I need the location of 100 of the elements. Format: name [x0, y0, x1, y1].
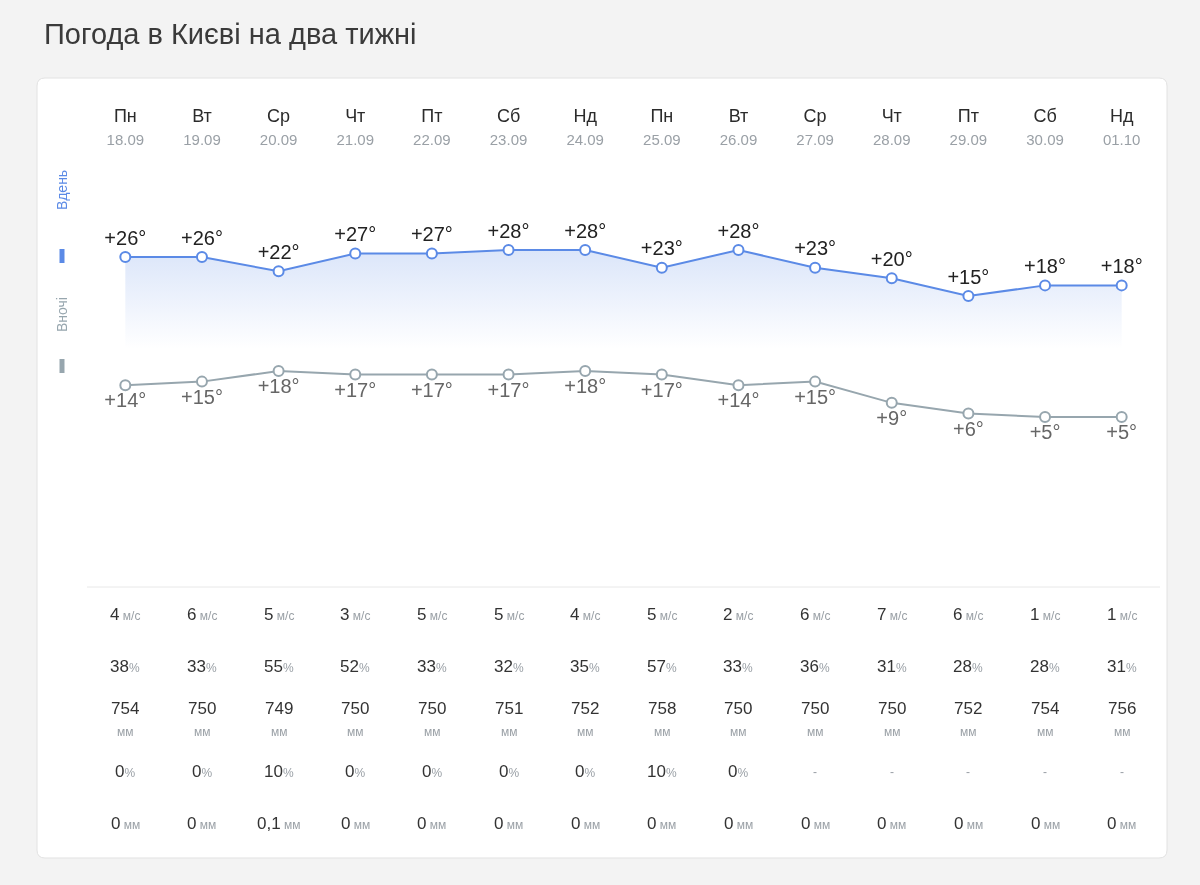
text: 33%: [723, 657, 753, 676]
text: 0,1 мм: [257, 814, 301, 833]
data-label: +22°: [257, 240, 300, 263]
data-label: +27°: [410, 223, 453, 246]
point: [195, 375, 208, 388]
text: Вночі: [54, 297, 70, 332]
text: 754 мм: [1031, 699, 1060, 740]
point: [1039, 411, 1052, 423]
text: 0 мм: [877, 814, 907, 833]
text: 3 м/с: [340, 605, 371, 624]
text: Вдень: [54, 169, 70, 210]
text: 4 м/с: [110, 605, 141, 624]
x-tick-label: Пт 22.09: [413, 106, 451, 149]
point: [885, 272, 898, 285]
text: 7 м/с: [877, 605, 908, 624]
text: 0%: [499, 762, 520, 781]
data-label: +17°: [487, 378, 530, 401]
data-label: +17°: [334, 378, 377, 401]
text: 750 мм: [878, 699, 907, 740]
text: 6 м/с: [187, 605, 218, 624]
text: 750 мм: [341, 699, 370, 740]
data-label: +18°: [257, 375, 300, 398]
data-label: +14°: [104, 389, 147, 412]
text: -: [966, 765, 970, 779]
data-label: +26°: [180, 226, 223, 249]
text: 751 мм: [495, 699, 524, 740]
data-label: +17°: [410, 378, 453, 401]
point: [809, 375, 822, 388]
data-label: +6°: [952, 417, 984, 440]
x-tick-label: Сб 23.09: [489, 106, 528, 149]
text: 750 мм: [418, 699, 447, 740]
text: 749 мм: [265, 699, 294, 740]
point: [655, 261, 668, 274]
text: 0%: [345, 762, 366, 781]
point: [732, 379, 745, 392]
text: 6 м/с: [953, 605, 984, 624]
data-label: +23°: [794, 237, 837, 260]
data-label: +23°: [640, 237, 683, 260]
text: 0 мм: [724, 814, 754, 833]
data-label: +26°: [104, 226, 147, 249]
text: 4 м/с: [570, 605, 601, 624]
point: [809, 261, 822, 274]
point: [732, 244, 745, 256]
text: 32%: [494, 657, 524, 676]
point: [885, 396, 898, 409]
data-label: +28°: [717, 219, 760, 242]
text: 0 мм: [801, 814, 831, 833]
text: 0 мм: [187, 814, 217, 833]
text: 0%: [575, 762, 596, 781]
text: 5 м/с: [264, 605, 295, 624]
text: 0 мм: [954, 814, 984, 833]
text: 752 мм: [571, 699, 600, 740]
point: [579, 244, 592, 256]
text: 0 мм: [571, 814, 601, 833]
point: [425, 247, 438, 260]
point: [962, 290, 975, 302]
text: 756 мм: [1108, 699, 1137, 740]
text: 0%: [728, 762, 749, 781]
text: -: [813, 765, 817, 779]
point: [1039, 279, 1052, 292]
text: 0 мм: [341, 814, 371, 833]
text: 0%: [192, 762, 213, 781]
data-label: +18°: [1024, 255, 1067, 278]
x-tick-label: Чт 21.09: [336, 106, 375, 149]
point: [272, 265, 285, 278]
text: 38%: [110, 657, 140, 676]
text: 0 мм: [1107, 814, 1137, 833]
x-tick-label: Пн 25.09: [643, 106, 681, 149]
text: 0 мм: [494, 814, 524, 833]
text: 0 мм: [417, 814, 447, 833]
data-label: +15°: [794, 385, 837, 408]
point: [655, 368, 668, 381]
data-label: +28°: [487, 219, 530, 242]
data-label: +5°: [1029, 421, 1061, 444]
text: 0 мм: [111, 814, 141, 833]
text: 0 мм: [1031, 814, 1061, 833]
text: -: [890, 765, 894, 779]
data-label: +15°: [947, 265, 990, 288]
point: [349, 368, 362, 381]
text: 28%: [1030, 657, 1060, 676]
text: 758 мм: [648, 699, 677, 740]
text: 52%: [340, 657, 370, 676]
x-tick-label: Ср 20.09: [259, 106, 298, 149]
text: 10%: [264, 762, 294, 781]
text: 5 м/с: [417, 605, 448, 624]
point: [502, 244, 515, 256]
x-tick-label: Пн 18.09: [106, 106, 145, 149]
point: [579, 365, 592, 377]
data-label: +5°: [1106, 421, 1138, 444]
data-label: +17°: [640, 378, 683, 401]
text: 750 мм: [724, 699, 753, 740]
chart-title: Погода в Києві на два тижні: [44, 18, 417, 51]
point: [119, 379, 132, 392]
text: 33%: [417, 657, 447, 676]
text: 0 мм: [647, 814, 677, 833]
x-tick-label: Вт 26.09: [719, 106, 758, 149]
text: 2 м/с: [723, 605, 754, 624]
text: 1 м/с: [1107, 605, 1138, 624]
text: 752 мм: [954, 699, 983, 740]
text: -: [1120, 765, 1124, 779]
